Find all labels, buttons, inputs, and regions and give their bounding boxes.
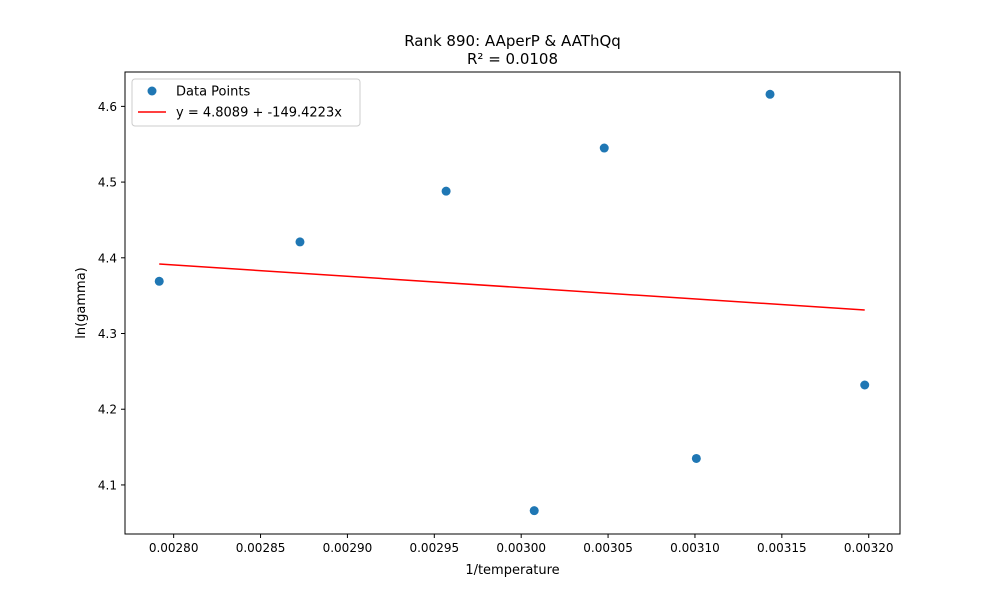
y-tick-label: 4.3 <box>98 327 117 341</box>
x-tick-label: 0.00300 <box>496 541 546 555</box>
legend-marker-data-points <box>147 86 157 96</box>
legend-frame <box>131 78 361 127</box>
x-tick-label: 0.00305 <box>583 541 633 555</box>
plot-frame <box>124 71 901 535</box>
series-layer <box>154 89 870 516</box>
x-axis-ticks: 0.00280 0.00285 0.00290 0.00295 0.00300 0.003… <box>149 534 894 555</box>
x-tick-label: 0.00295 <box>409 541 459 555</box>
x-tick-label: 0.00290 <box>323 541 373 555</box>
x-tick-label: 0.00310 <box>670 541 720 555</box>
data-point <box>154 276 164 286</box>
y-tick-label: 4.5 <box>98 176 117 190</box>
x-axis-label: 1/temperature <box>465 563 559 578</box>
regression-line <box>159 263 865 311</box>
data-point <box>529 506 539 516</box>
y-tick-label: 4.1 <box>98 478 117 492</box>
data-point <box>295 237 305 247</box>
x-tick-label: 0.00285 <box>236 541 286 555</box>
data-point <box>860 380 870 390</box>
data-point <box>765 89 775 99</box>
data-point <box>441 186 451 196</box>
data-point <box>599 143 609 153</box>
legend-label-data-points: Data Points <box>176 85 250 100</box>
legend: Data Points y = 4.8089 + -149.4223x <box>131 78 361 127</box>
x-tick-label: 0.00320 <box>844 541 894 555</box>
x-tick-label: 0.00280 <box>149 541 199 555</box>
y-tick-label: 4.2 <box>98 403 117 417</box>
chart-title: Rank 890: AAperP & AAThQq <box>404 32 621 50</box>
y-axis-label: ln(gamma) <box>74 267 89 339</box>
legend-label-fit: y = 4.8089 + -149.4223x <box>176 106 342 121</box>
chart-subtitle: R² = 0.0108 <box>467 50 558 68</box>
plot-area <box>125 72 900 534</box>
x-tick-label: 0.00315 <box>757 541 807 555</box>
y-axis-ticks: 4.1 4.2 4.3 4.4 4.5 4.6 <box>98 100 125 492</box>
y-tick-label: 4.4 <box>98 251 117 265</box>
data-point <box>691 453 701 463</box>
y-tick-label: 4.6 <box>98 100 117 114</box>
